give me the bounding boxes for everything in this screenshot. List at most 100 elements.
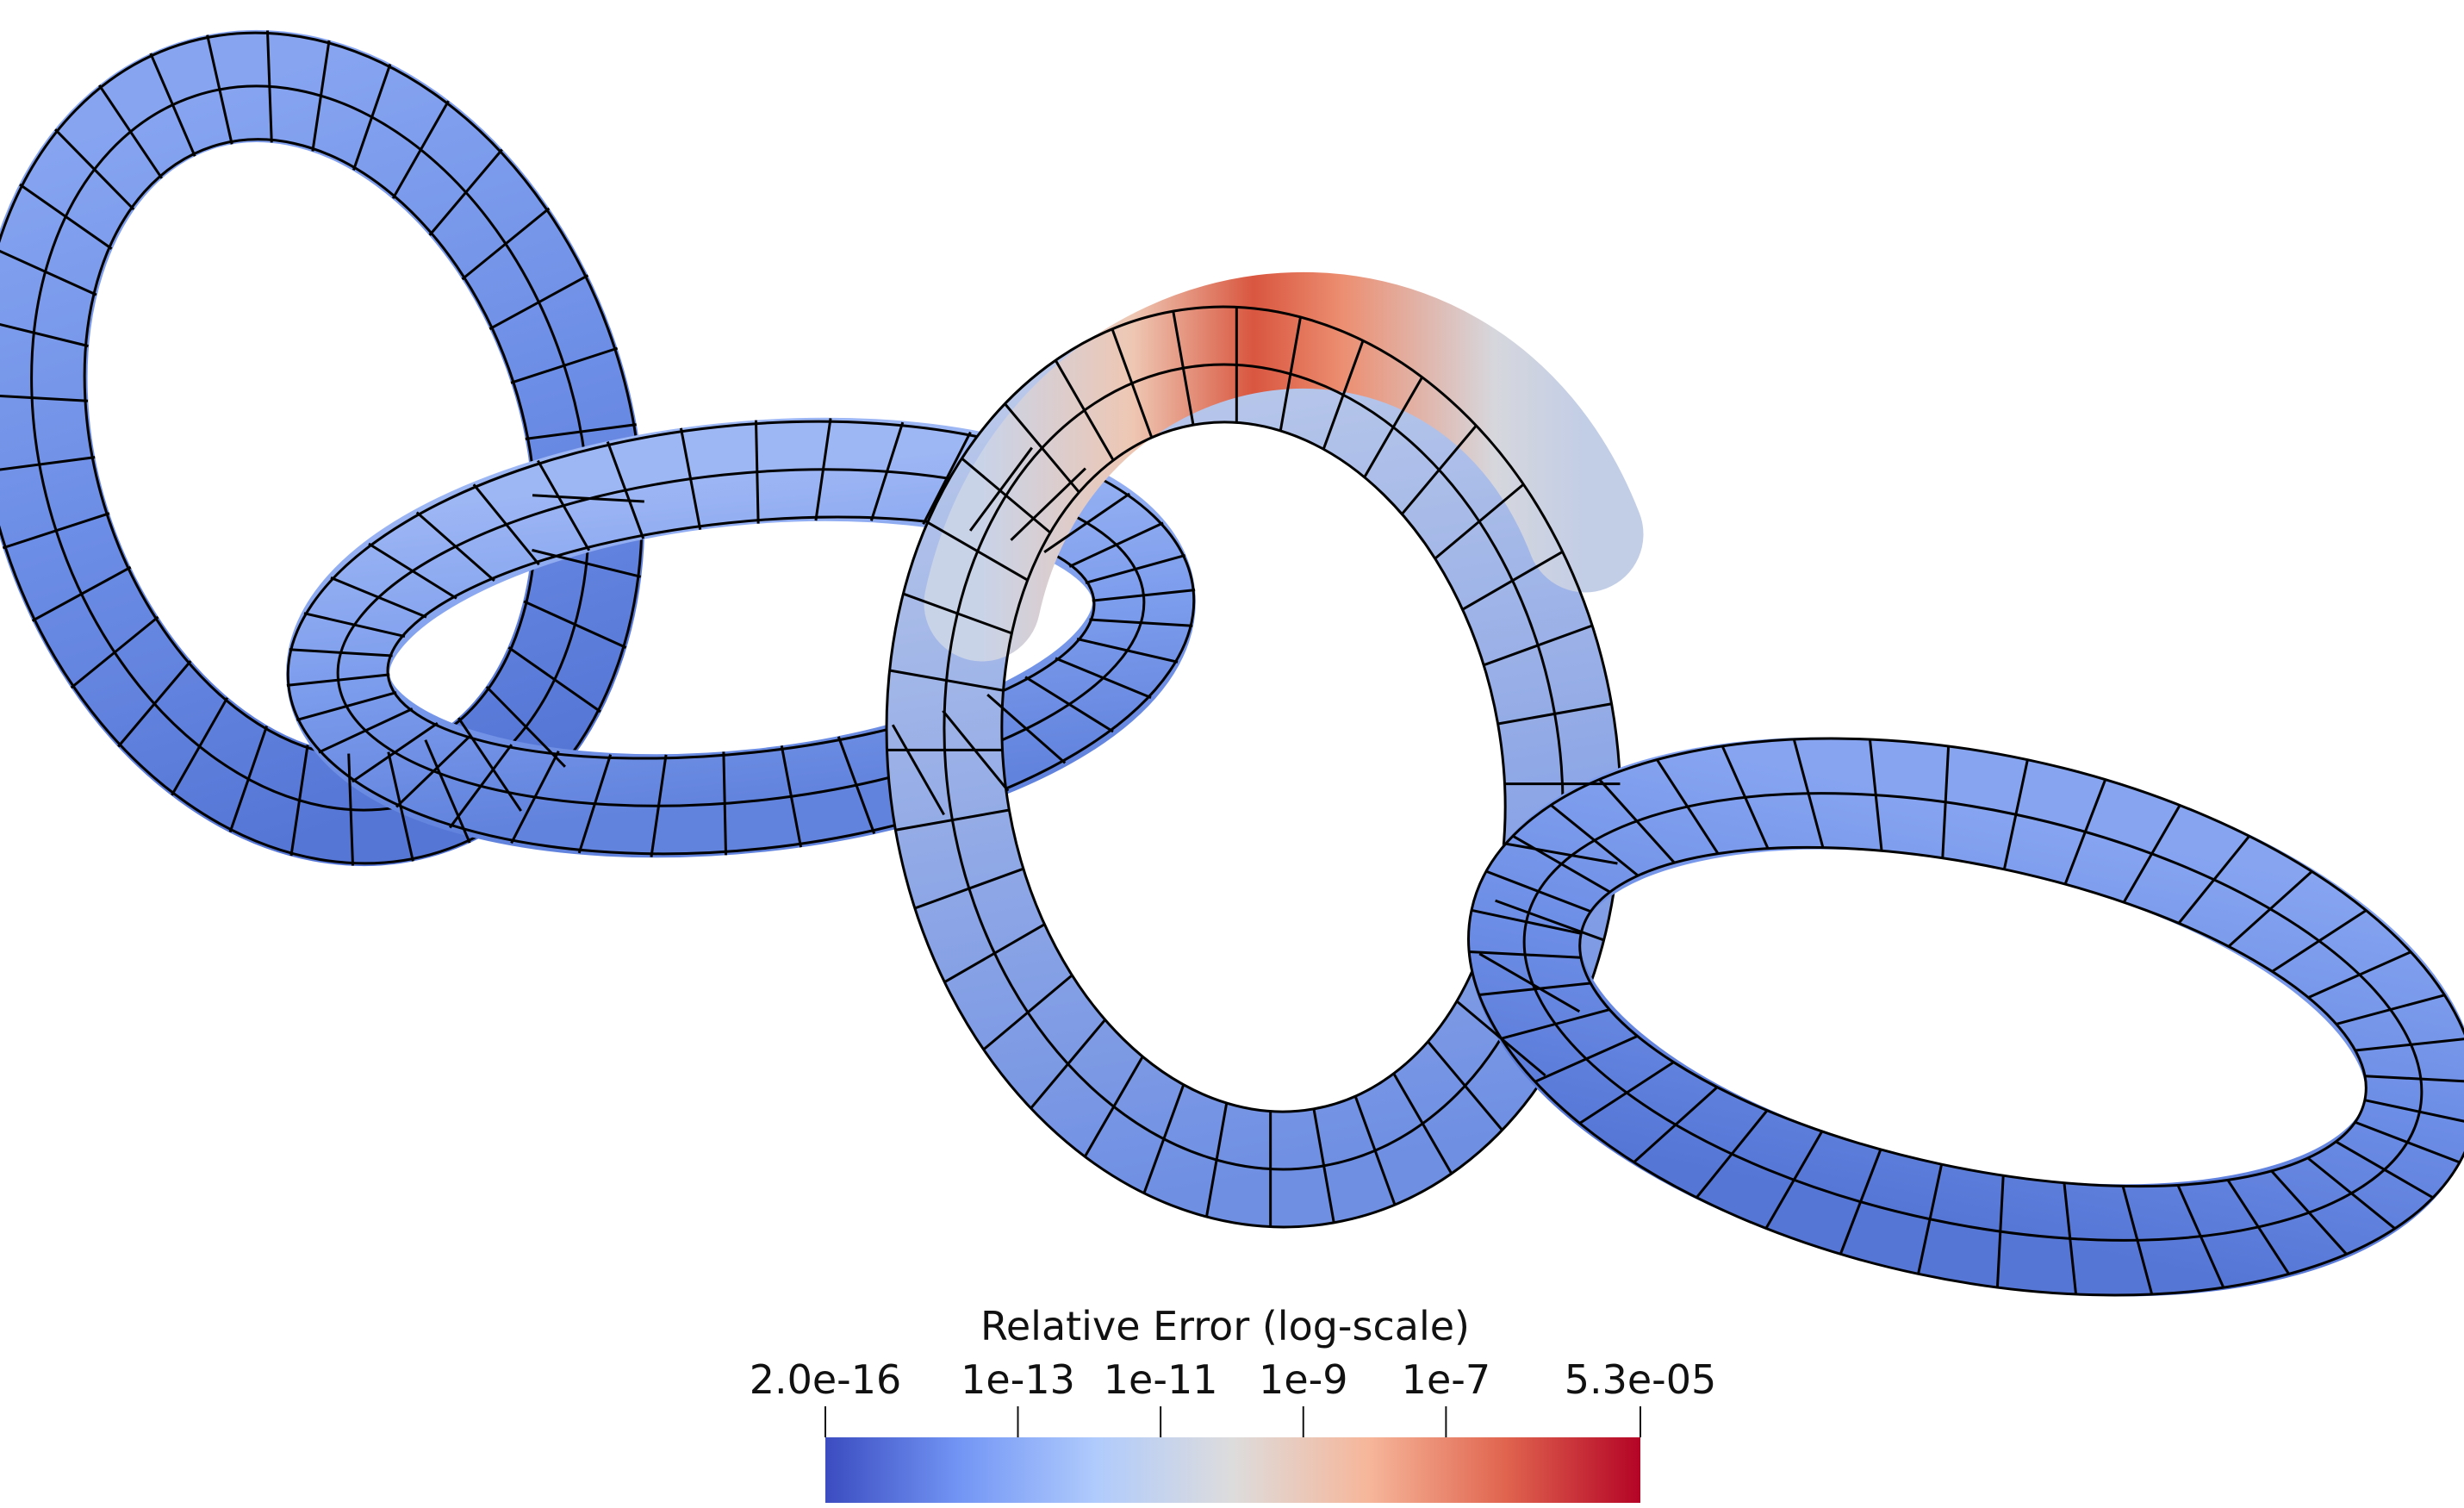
mesh-line <box>415 511 495 583</box>
mesh-line <box>914 867 1024 910</box>
mesh-line <box>1633 1086 1719 1163</box>
mesh-line <box>395 734 472 808</box>
mesh-line <box>149 53 196 157</box>
mesh-line <box>228 726 269 833</box>
mesh-line <box>1764 1131 1824 1230</box>
colorbar-title: Relative Error (log-scale) <box>980 1303 1470 1349</box>
mesh-line <box>2063 1182 2078 1295</box>
mesh-line <box>347 753 355 866</box>
mesh-line <box>895 808 1010 832</box>
mesh-line <box>1111 328 1154 439</box>
mesh-line <box>926 520 1029 582</box>
colorbar-tick-label: 2.0e-16 <box>750 1356 902 1403</box>
mesh-line <box>31 565 132 622</box>
mesh-line <box>303 612 406 639</box>
mesh-line <box>1995 1175 2005 1288</box>
mesh-line <box>2270 1169 2348 1256</box>
mesh-line <box>1322 340 1365 450</box>
colorbar-tick-label: 1e-11 <box>1104 1356 1218 1403</box>
mesh-line <box>1839 1149 1882 1255</box>
mesh-line <box>1024 676 1114 733</box>
mesh-line <box>428 148 503 236</box>
mesh-line <box>352 63 392 171</box>
mesh-line <box>1083 1056 1144 1157</box>
colorbar-tick-label: 1e-13 <box>961 1356 1075 1403</box>
mesh-line <box>1478 952 1581 1013</box>
mesh-line <box>424 739 471 844</box>
mesh-line <box>1076 637 1179 664</box>
mesh-line <box>2121 1186 2154 1295</box>
mesh-line <box>488 274 589 331</box>
mesh-line <box>1142 1084 1185 1194</box>
mesh-line <box>2 512 110 550</box>
mesh-line <box>0 322 89 348</box>
mesh-line <box>1792 738 1825 848</box>
mesh-line <box>449 744 513 829</box>
mesh-line <box>117 660 192 748</box>
mesh-line <box>1434 483 1525 560</box>
mesh-line <box>387 751 414 862</box>
mesh-line <box>1054 359 1115 461</box>
mesh-line <box>986 693 1067 764</box>
mesh-line <box>1353 1095 1397 1206</box>
mesh-line <box>679 427 702 530</box>
colorbar-tick-label: 1e-7 <box>1402 1356 1490 1403</box>
mesh-line <box>1085 553 1186 584</box>
mesh-line <box>510 750 560 844</box>
mesh-line <box>1461 550 1564 611</box>
mesh-line <box>391 100 450 199</box>
mesh-line <box>902 592 1012 635</box>
colorbar-gradient <box>825 1437 1640 1503</box>
mesh-line <box>1503 842 1618 865</box>
mesh-line <box>2336 994 2445 1025</box>
mesh-line <box>1578 1061 1675 1125</box>
mesh-line <box>2177 835 2250 925</box>
mesh-line <box>1469 950 1582 959</box>
mesh-line <box>2063 779 2107 885</box>
mesh-line <box>982 974 1073 1051</box>
mesh-line <box>577 754 613 854</box>
mesh-line <box>289 648 393 657</box>
mesh-line <box>206 34 233 145</box>
mesh-line <box>1030 1019 1106 1110</box>
mesh-line <box>1656 758 1720 855</box>
mesh-line <box>1868 738 1883 851</box>
mesh-line <box>352 721 439 783</box>
mesh-line <box>968 446 1033 532</box>
mesh-line <box>2306 1156 2396 1230</box>
mesh-line <box>98 84 163 179</box>
mesh-line <box>330 576 427 619</box>
mesh-line <box>265 30 273 143</box>
mesh-line <box>869 421 905 521</box>
mesh-line <box>1720 745 1770 850</box>
mesh-line <box>532 548 642 578</box>
mesh-line <box>2307 950 2411 999</box>
mesh-line <box>961 457 1052 534</box>
mesh-line <box>814 418 832 521</box>
mesh-line <box>1598 778 1676 864</box>
mesh-grid <box>0 30 2464 1295</box>
mesh-line <box>368 542 457 600</box>
colorbar-tick-label: 5.3e-05 <box>1565 1356 1717 1403</box>
mesh-line <box>289 745 309 857</box>
mesh-line <box>2364 1075 2464 1083</box>
mesh-line <box>1363 377 1424 478</box>
mesh-line <box>485 685 566 768</box>
mesh-line <box>2364 1099 2464 1123</box>
mesh-line <box>1455 1000 1546 1077</box>
mesh-line <box>837 736 876 834</box>
mesh-line <box>2226 1179 2290 1275</box>
mesh-line <box>2227 870 2313 948</box>
mesh-line <box>2355 1038 2464 1052</box>
mesh-line <box>754 420 760 524</box>
mesh-line <box>311 40 331 152</box>
mesh-line <box>318 707 414 754</box>
mesh-line <box>1427 1040 1503 1131</box>
mesh-line <box>457 717 522 812</box>
mesh-line <box>1534 1035 1639 1083</box>
mesh-line <box>171 697 229 796</box>
mesh-line <box>1550 804 1640 877</box>
mesh-line <box>1279 316 1302 432</box>
